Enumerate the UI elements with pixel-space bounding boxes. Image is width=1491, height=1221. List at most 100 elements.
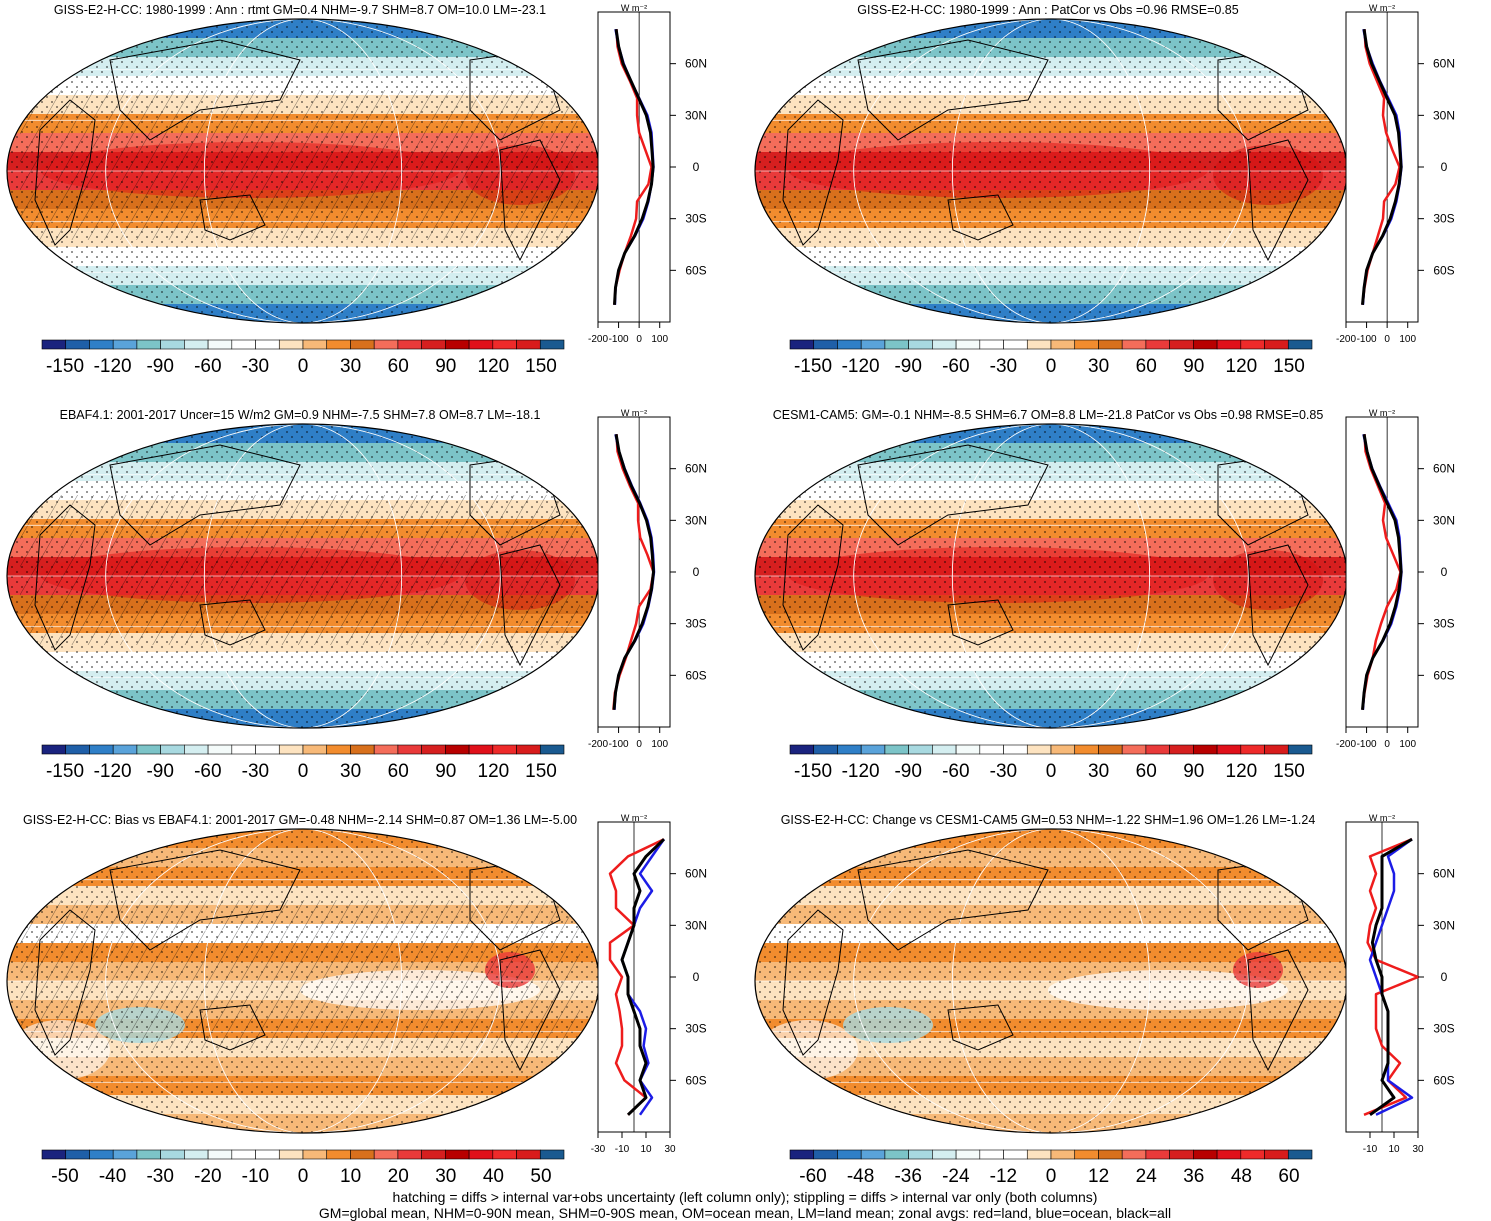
colorbar-swatch <box>1003 744 1028 755</box>
colorbar-tick-label: -60 <box>942 356 969 377</box>
zonal-series-ocean <box>1368 838 1414 1116</box>
colorbar-swatch <box>1098 339 1123 350</box>
colorbar-tick-label: 150 <box>1273 761 1305 782</box>
colorbar-swatch <box>41 339 67 350</box>
colorbar-swatch <box>932 339 957 350</box>
colorbar-tick-label: -20 <box>194 1166 221 1187</box>
colorbar-tick-label: 30 <box>435 1166 456 1187</box>
panel-p3: EBAF4.1: 2001-2017 Uncer=15 W/m2 GM=0.9 … <box>6 408 707 782</box>
colorbar-swatch <box>112 339 138 350</box>
value-tick-label: 100 <box>651 334 668 345</box>
coastline <box>109 444 301 546</box>
colorbar-swatch <box>397 339 422 350</box>
value-tick-label: 10 <box>1388 1144 1400 1155</box>
colorbar-tick-label: 0 <box>298 761 309 782</box>
colorbar-tick-label: -48 <box>847 1166 874 1187</box>
colorbar-swatch <box>1169 1149 1194 1160</box>
colorbar-tick-label: -30 <box>146 1166 173 1187</box>
colorbar-swatch <box>789 339 815 350</box>
lat-tick-label: 30N <box>685 108 707 122</box>
colorbar-swatch <box>979 1149 1004 1160</box>
caption-line-2: GM=global mean, NHM=0-90N mean, SHM=0-90… <box>318 1205 1172 1221</box>
zonal-plot-frame <box>597 416 671 728</box>
panel-title: EBAF4.1: 2001-2017 Uncer=15 W/m2 GM=0.9 … <box>60 408 541 422</box>
colorbar-swatch <box>492 339 517 350</box>
colorbar-swatch <box>255 1149 280 1160</box>
colorbar-swatch <box>1074 1149 1099 1160</box>
colorbar-swatch <box>539 1149 565 1160</box>
coastline <box>499 139 561 262</box>
colorbar-swatch <box>278 339 304 350</box>
lat-tick-label: 60N <box>685 867 707 881</box>
value-tick-label: -200 <box>1336 334 1356 345</box>
colorbar-swatch <box>160 339 185 350</box>
colorbar-tick-label: 120 <box>478 761 510 782</box>
lat-tick-label: 0 <box>1441 970 1448 984</box>
colorbar-swatch <box>1074 339 1099 350</box>
colorbar-swatch <box>112 1149 138 1160</box>
colorbar-swatch <box>350 744 375 755</box>
graticule-meridian <box>105 19 501 323</box>
colorbar-swatch <box>1074 744 1099 755</box>
zonal-mean-plot: W m⁻² 60N 30N 0 30S 60S -200 -100 0 100 <box>1336 3 1455 345</box>
value-tick-label: -10 <box>1363 1144 1378 1155</box>
colorbar-tick-label: -90 <box>894 356 921 377</box>
figure: GISS-E2-H-CC: 1980-1999 : Ann : rtmt GM=… <box>6 3 1455 1187</box>
colorbar-swatch <box>445 1149 470 1160</box>
coastline <box>109 39 301 141</box>
zonal-series-all <box>613 28 655 305</box>
colorbar-swatch <box>908 744 933 755</box>
colorbar-swatch <box>65 744 90 755</box>
colorbar-swatch <box>255 339 280 350</box>
value-tick-label: 0 <box>636 739 642 750</box>
colorbar-swatch <box>837 339 862 350</box>
map-field <box>7 829 599 1133</box>
colorbar-swatch <box>1287 744 1313 755</box>
colorbar-swatch <box>1003 1149 1028 1160</box>
colorbar-swatch <box>445 339 470 350</box>
lat-tick-label: 60N <box>1433 867 1455 881</box>
colorbar-swatch <box>837 744 862 755</box>
colorbar-swatch <box>184 1149 209 1160</box>
colorbar-tick-label: 30 <box>1088 761 1109 782</box>
colorbar-tick-label: 48 <box>1231 1166 1252 1187</box>
lat-tick-label: 0 <box>1441 565 1448 579</box>
coastline <box>199 194 266 241</box>
colorbar-tick-label: 36 <box>1183 1166 1204 1187</box>
colorbar-swatch <box>278 1149 304 1160</box>
zonal-mean-plot: W m⁻² 60N 30N 0 30S 60S -200 -100 0 100 <box>588 3 707 345</box>
hatching <box>20 495 580 645</box>
colorbar-swatch <box>373 1149 399 1160</box>
colorbar-tick-label: 12 <box>1088 1166 1109 1187</box>
lat-tick-label: 30S <box>1433 212 1454 226</box>
coastline <box>857 39 1049 141</box>
colorbar-tick-label: -90 <box>146 356 173 377</box>
colorbar-swatch <box>231 339 256 350</box>
zonal-plot-frame <box>1345 416 1419 728</box>
lat-tick-label: 60S <box>1433 1073 1454 1087</box>
colorbar-tick-label: 60 <box>1136 356 1157 377</box>
colorbar-swatch <box>468 1149 494 1160</box>
colorbar-swatch <box>373 339 399 350</box>
map-field <box>7 424 599 728</box>
coastline <box>782 909 844 1056</box>
panel-title: GISS-E2-H-CC: Bias vs EBAF4.1: 2001-2017… <box>23 813 577 827</box>
colorbar-tick-label: -50 <box>51 1166 78 1187</box>
colorbar-tick-label: 24 <box>1136 1166 1158 1187</box>
zonal-unit-label: W m⁻² <box>621 408 647 418</box>
colorbar-tick-label: 10 <box>340 1166 361 1187</box>
colorbar-tick-label: -30 <box>990 356 1017 377</box>
colorbar-swatch <box>1264 339 1289 350</box>
colorbar-tick-label: -120 <box>94 761 132 782</box>
coastline <box>1247 139 1309 262</box>
lat-tick-label: 60S <box>685 1073 706 1087</box>
colorbar-tick-label: -150 <box>794 761 832 782</box>
colorbar-swatch <box>89 1149 114 1160</box>
coastline <box>34 909 96 1056</box>
lat-tick-label: 30S <box>1433 1022 1454 1036</box>
colorbar-swatch <box>516 339 541 350</box>
graticule-meridian <box>203 829 403 1133</box>
colorbar-swatch <box>41 1149 67 1160</box>
colorbar-swatch <box>89 744 114 755</box>
colorbar-tick-label: 0 <box>1046 1166 1057 1187</box>
